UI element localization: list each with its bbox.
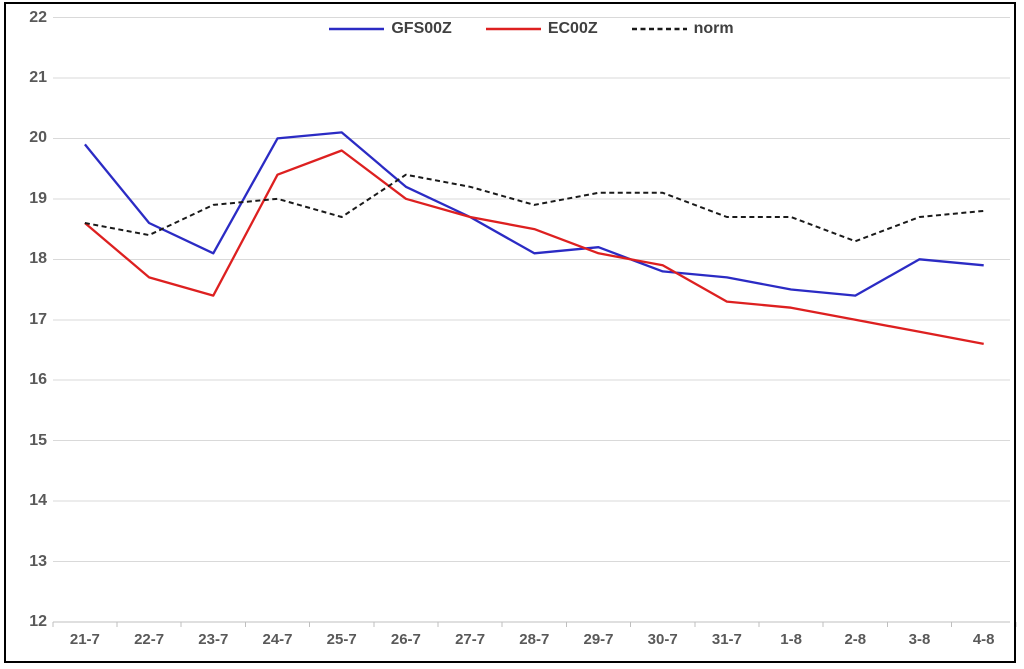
legend-label-gfs00z: GFS00Z [391, 20, 452, 37]
x-axis-label: 26-7 [390, 631, 421, 648]
legend-line-sample-ec00z [485, 27, 541, 31]
legend-label-ec00z: EC00Z [547, 20, 598, 37]
x-axis-label: 3-8 [908, 631, 931, 648]
legend-label-norm: norm [693, 20, 734, 37]
y-axis-label: 16 [29, 371, 47, 389]
x-axis-label: 25-7 [326, 631, 357, 648]
x-axis-label: 22-7 [134, 631, 165, 648]
x-axis-label: 24-7 [262, 631, 293, 648]
x-axis-label: 31-7 [711, 631, 742, 648]
series-line-norm [84, 173, 984, 243]
series-line-gfs00z [84, 131, 984, 297]
x-axis-label: 1-8 [780, 631, 802, 648]
series-line-ec00z [84, 149, 984, 346]
y-axis-label: 18 [29, 250, 47, 268]
legend-line-sample-norm [631, 27, 687, 31]
x-axis-label: 2-8 [844, 631, 867, 648]
x-axis-label: 21-7 [69, 631, 100, 648]
x-axis-label: 30-7 [647, 631, 678, 648]
legend-line-sample-gfs00z [329, 27, 385, 31]
y-axis-label: 17 [29, 310, 47, 328]
y-axis-label: 20 [29, 129, 47, 147]
legend: GFS00Z EC00Z norm [53, 14, 1010, 44]
y-axis-label: 21 [29, 68, 47, 86]
y-axis-label: 14 [29, 492, 47, 510]
x-axis-label: 23-7 [198, 631, 229, 648]
x-axis-label: 4-8 [972, 631, 995, 648]
y-axis-label: 22 [29, 8, 47, 26]
x-axis-label: 29-7 [583, 631, 614, 648]
y-axis-label: 12 [29, 613, 47, 630]
y-axis-label: 15 [29, 431, 47, 449]
legend-item-norm: norm [631, 20, 734, 38]
legend-item-gfs00z: GFS00Z [329, 20, 452, 38]
x-axis-label: 28-7 [519, 631, 550, 648]
y-axis-label: 19 [29, 189, 47, 207]
legend-item-ec00z: EC00Z [485, 20, 598, 38]
y-axis-label: 13 [29, 552, 47, 570]
x-axis-label: 27-7 [455, 631, 486, 648]
